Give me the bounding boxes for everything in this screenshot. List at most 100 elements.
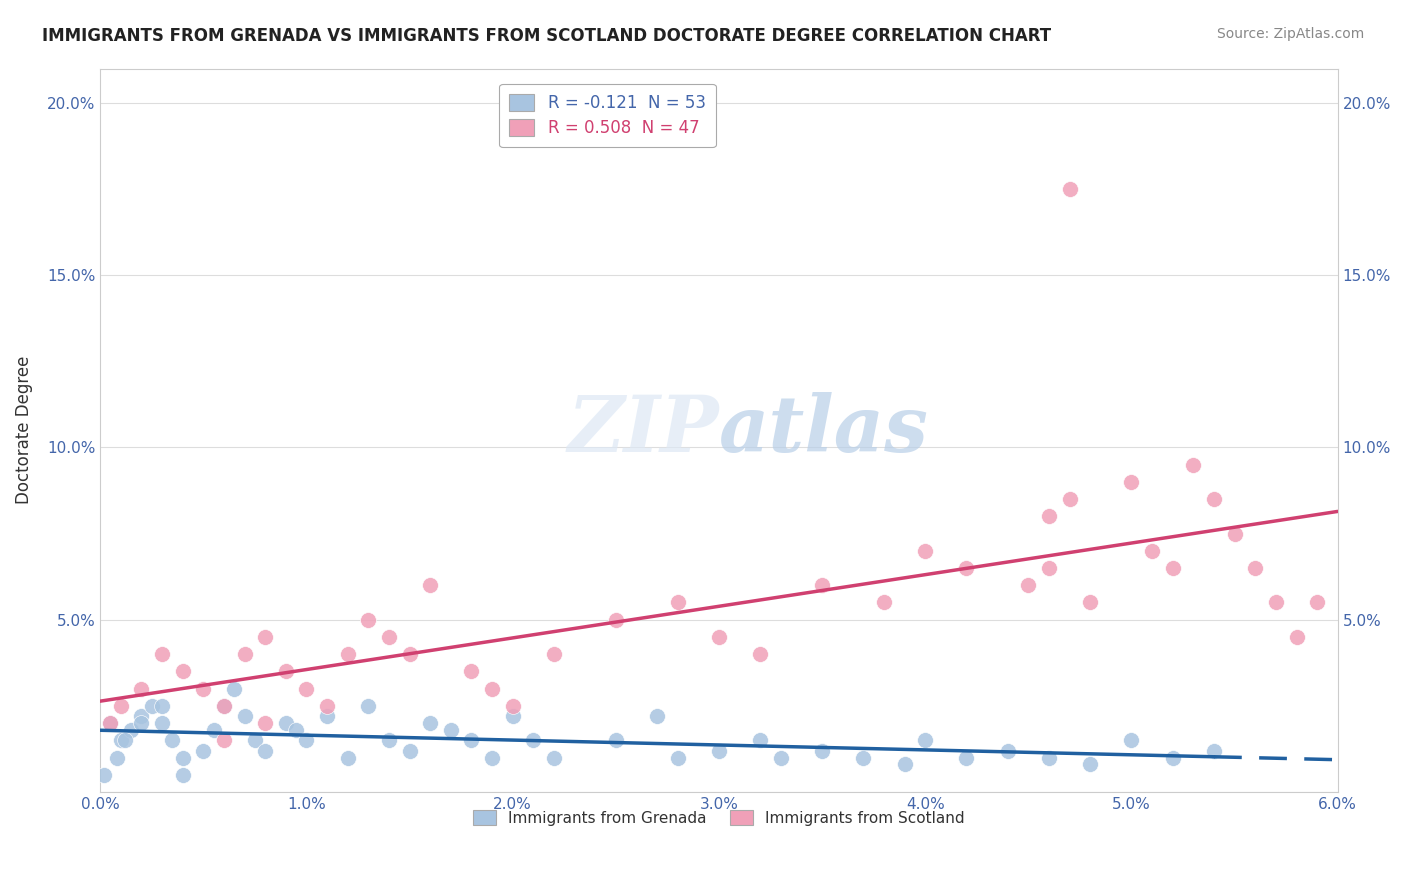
Point [131,716,153,731]
Point [460,733,482,747]
Point [1244,561,1267,575]
Point [1059,492,1081,507]
Point [1161,561,1184,575]
Text: atlas: atlas [718,392,929,468]
Point [522,733,544,747]
Point [1182,458,1205,472]
Point [336,750,359,764]
Legend: Immigrants from Grenada, Immigrants from Scotland: Immigrants from Grenada, Immigrants from… [464,801,974,835]
Point [1202,744,1225,758]
Point [502,698,524,713]
Point [460,665,482,679]
Point [769,750,792,764]
Point [398,647,420,661]
Point [233,647,256,661]
Point [481,750,503,764]
Point [150,698,173,713]
Point [1038,750,1060,764]
Point [357,698,380,713]
Point [419,578,441,592]
Point [1161,750,1184,764]
Point [285,723,308,737]
Text: Source: ZipAtlas.com: Source: ZipAtlas.com [1216,27,1364,41]
Point [543,750,565,764]
Point [100,716,122,731]
Point [1285,630,1308,644]
Point [131,709,153,723]
Point [955,561,977,575]
Point [131,681,153,696]
Point [141,698,163,713]
Point [955,750,977,764]
Point [543,647,565,661]
Point [398,744,420,758]
Point [1223,526,1246,541]
Point [605,613,627,627]
Text: ZIP: ZIP [567,392,718,468]
Point [233,709,256,723]
Point [172,750,194,764]
Point [224,681,246,696]
Point [254,744,277,758]
Point [378,630,401,644]
Point [997,744,1019,758]
Point [274,665,297,679]
Point [811,578,834,592]
Point [274,716,297,731]
Point [707,744,730,758]
Point [481,681,503,696]
Point [852,750,875,764]
Point [110,698,132,713]
Point [254,716,277,731]
Point [316,698,339,713]
Point [666,750,689,764]
Point [105,750,128,764]
Point [172,768,194,782]
Point [378,733,401,747]
Point [1078,595,1101,609]
Point [749,647,772,661]
Point [212,698,235,713]
Point [336,647,359,661]
Point [645,709,668,723]
Point [1038,561,1060,575]
Text: IMMIGRANTS FROM GRENADA VS IMMIGRANTS FROM SCOTLAND DOCTORATE DEGREE CORRELATION: IMMIGRANTS FROM GRENADA VS IMMIGRANTS FR… [42,27,1052,45]
Point [914,544,936,558]
Point [357,613,380,627]
Point [811,744,834,758]
Point [893,757,915,772]
Point [914,733,936,747]
Point [212,698,235,713]
Point [1306,595,1329,609]
Point [202,723,225,737]
Point [1017,578,1039,592]
Point [666,595,689,609]
Point [1059,182,1081,196]
Point [193,744,215,758]
Point [172,665,194,679]
Point [295,681,318,696]
Point [110,733,132,747]
Point [1121,733,1143,747]
Point [254,630,277,644]
Point [243,733,266,747]
Point [707,630,730,644]
Point [316,709,339,723]
Point [212,733,235,747]
Point [120,723,142,737]
Point [1140,544,1163,558]
Point [1038,509,1060,524]
Point [150,716,173,731]
Point [1264,595,1286,609]
Point [295,733,318,747]
Point [150,647,173,661]
Point [502,709,524,723]
Point [162,733,184,747]
Point [1202,492,1225,507]
Point [1121,475,1143,489]
Point [93,768,115,782]
Point [100,716,122,731]
Point [114,733,136,747]
Point [749,733,772,747]
Point [440,723,463,737]
